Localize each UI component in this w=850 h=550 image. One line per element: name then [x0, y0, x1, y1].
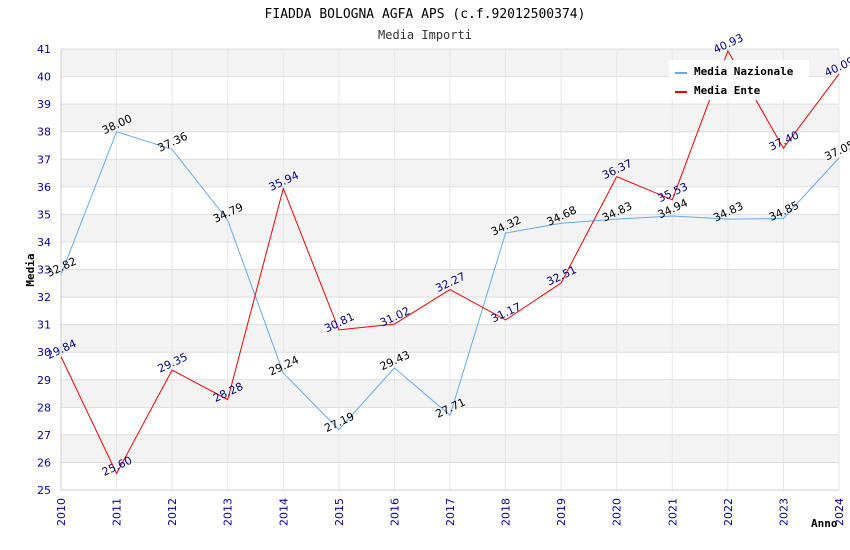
y-axis-ticks: 25 26 27 28 29 30 31 32 33 34 35 36 37 38 39 40 41	[37, 43, 51, 497]
y-tick-label: 34	[37, 236, 51, 249]
y-tick-label: 25	[37, 484, 51, 497]
y-tick-label: 31	[37, 319, 51, 332]
x-axis-label: Anno	[811, 517, 838, 530]
series-line-media-nazionale	[60, 131, 840, 431]
data-label-media-ente: 37.40	[767, 129, 801, 154]
x-tick-label: 2018	[500, 498, 513, 526]
x-tick-label: 2023	[777, 498, 790, 526]
y-tick-label: 38	[37, 126, 51, 139]
x-tick-label: 2017	[444, 498, 457, 526]
legend-label-media-nazionale: Media Nazionale	[694, 65, 794, 78]
grid-lines	[60, 48, 840, 491]
y-tick-label: 40	[37, 71, 51, 84]
x-tick-label: 2016	[388, 498, 401, 526]
x-tick-label: 2019	[555, 498, 568, 526]
x-tick-label: 2015	[333, 498, 346, 526]
data-label-media-ente: 29.35	[156, 350, 190, 375]
chart-subtitle: Media Importi	[378, 28, 472, 42]
y-tick-label: 27	[37, 429, 51, 442]
y-axis-label: Media	[24, 253, 37, 286]
legend: Media Nazionale Media Ente	[669, 60, 809, 100]
y-tick-label: 39	[37, 98, 51, 111]
y-tick-label: 35	[37, 208, 51, 221]
legend-label-media-ente: Media Ente	[694, 84, 761, 97]
x-tick-label: 2021	[666, 498, 679, 526]
data-label-media-nazionale: 29.24	[267, 353, 301, 378]
series-lines	[60, 49, 840, 475]
x-tick-label: 2012	[166, 498, 179, 526]
x-axis-ticks: 2010 2011 2012 2013 2014 2015 2016 2017 2018 2019…	[55, 498, 846, 526]
data-label-media-nazionale: 27.19	[322, 410, 356, 435]
y-tick-label: 37	[37, 153, 51, 166]
data-label-media-ente: 31.17	[489, 300, 523, 325]
y-tick-label: 33	[37, 264, 51, 277]
series-line-media-ente	[60, 49, 840, 475]
chart-title: FIADDA BOLOGNA AGFA APS (c.f.92012500374…	[265, 7, 586, 22]
y-tick-label: 26	[37, 456, 51, 469]
y-tick-label: 36	[37, 181, 51, 194]
x-tick-label: 2010	[55, 498, 68, 526]
x-tick-label: 2011	[111, 498, 124, 526]
x-tick-label: 2014	[277, 498, 290, 526]
x-tick-label: 2024	[833, 498, 846, 526]
y-tick-label: 32	[37, 291, 51, 304]
x-tick-label: 2020	[611, 498, 624, 526]
y-tick-label: 29	[37, 374, 51, 387]
x-tick-label: 2013	[222, 498, 235, 526]
y-tick-label: 41	[37, 43, 51, 56]
y-tick-label: 28	[37, 401, 51, 414]
data-label-media-nazionale: 37.36	[156, 130, 190, 155]
legend-box	[669, 60, 809, 100]
y-tick-label: 30	[37, 346, 51, 359]
x-tick-label: 2022	[722, 498, 735, 526]
